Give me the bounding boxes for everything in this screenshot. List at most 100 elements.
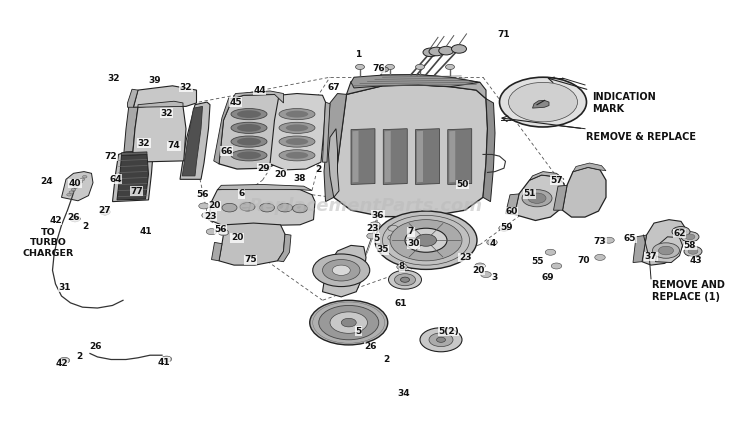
Circle shape: [676, 229, 686, 235]
Circle shape: [487, 239, 497, 245]
Text: 40: 40: [69, 179, 81, 188]
Circle shape: [509, 82, 578, 122]
Text: 24: 24: [40, 177, 53, 185]
Text: 61: 61: [394, 299, 406, 308]
Text: 65: 65: [624, 234, 636, 243]
Text: 2: 2: [76, 353, 82, 361]
Text: 7: 7: [408, 227, 414, 236]
Text: 73: 73: [594, 237, 606, 245]
Circle shape: [332, 265, 350, 275]
Circle shape: [388, 225, 398, 231]
Circle shape: [405, 228, 447, 252]
Text: 32: 32: [160, 109, 172, 118]
Circle shape: [528, 193, 546, 203]
Circle shape: [500, 77, 586, 127]
Ellipse shape: [231, 150, 267, 161]
Polygon shape: [416, 129, 440, 184]
Circle shape: [76, 183, 80, 186]
Text: 77: 77: [130, 187, 142, 196]
Polygon shape: [448, 129, 472, 184]
Circle shape: [78, 181, 82, 183]
Text: 29: 29: [258, 164, 270, 172]
Circle shape: [685, 234, 695, 240]
Circle shape: [551, 263, 562, 269]
Ellipse shape: [279, 122, 315, 133]
Circle shape: [688, 248, 698, 254]
Text: 2: 2: [315, 166, 321, 174]
Text: 66: 66: [220, 147, 232, 155]
Text: 69: 69: [542, 274, 554, 282]
Text: 2: 2: [383, 355, 389, 364]
Text: 67: 67: [328, 84, 340, 92]
Polygon shape: [417, 131, 423, 182]
Circle shape: [420, 328, 462, 352]
Text: 1: 1: [356, 51, 362, 59]
Text: REMOVE & REPLACE: REMOVE & REPLACE: [586, 132, 697, 142]
Text: 34: 34: [398, 390, 410, 398]
Polygon shape: [214, 98, 232, 164]
Text: 26: 26: [364, 342, 376, 351]
Polygon shape: [217, 184, 312, 190]
Text: 74: 74: [168, 142, 180, 150]
Circle shape: [375, 211, 477, 269]
Polygon shape: [211, 242, 222, 261]
Circle shape: [604, 237, 614, 243]
Polygon shape: [656, 237, 682, 263]
Text: 62: 62: [674, 229, 686, 238]
Circle shape: [652, 243, 680, 258]
Circle shape: [330, 312, 368, 333]
Polygon shape: [278, 234, 291, 262]
Text: 70: 70: [578, 257, 590, 265]
Text: 41: 41: [158, 358, 170, 366]
Text: 32: 32: [138, 139, 150, 148]
Text: TO
TURBO
CHARGER: TO TURBO CHARGER: [22, 228, 74, 258]
Text: REMOVE AND
REPLACE (1): REMOVE AND REPLACE (1): [652, 280, 725, 302]
Text: 20: 20: [472, 266, 484, 275]
Polygon shape: [122, 152, 147, 155]
Circle shape: [69, 191, 74, 193]
Text: 32: 32: [108, 74, 120, 82]
Circle shape: [394, 274, 416, 286]
Circle shape: [423, 48, 438, 57]
Circle shape: [313, 254, 370, 287]
Polygon shape: [132, 104, 186, 162]
Text: 43: 43: [690, 257, 702, 265]
Circle shape: [406, 230, 416, 236]
Circle shape: [672, 227, 690, 237]
Polygon shape: [506, 194, 519, 214]
Polygon shape: [182, 106, 203, 176]
Circle shape: [681, 232, 699, 242]
Text: 56: 56: [196, 190, 208, 199]
Polygon shape: [351, 129, 375, 184]
Ellipse shape: [279, 136, 315, 147]
Ellipse shape: [231, 136, 267, 147]
Ellipse shape: [279, 109, 315, 120]
Circle shape: [80, 178, 85, 181]
Text: 6: 6: [238, 190, 244, 198]
Circle shape: [386, 64, 394, 69]
Polygon shape: [123, 104, 138, 163]
Polygon shape: [180, 102, 210, 179]
Text: 57: 57: [550, 176, 562, 184]
Text: 5: 5: [356, 327, 362, 335]
Text: 51: 51: [524, 190, 536, 198]
Text: 20: 20: [231, 233, 243, 242]
Polygon shape: [322, 102, 330, 162]
Text: 4: 4: [490, 239, 496, 248]
Ellipse shape: [237, 124, 261, 132]
Circle shape: [260, 203, 274, 212]
Ellipse shape: [231, 109, 267, 120]
Ellipse shape: [286, 152, 308, 159]
Text: 76: 76: [373, 64, 385, 73]
Text: 39: 39: [148, 76, 160, 85]
Circle shape: [429, 47, 444, 56]
Polygon shape: [112, 151, 153, 202]
Text: 31: 31: [58, 283, 70, 292]
Text: eReplacementParts.com: eReplacementParts.com: [238, 197, 482, 215]
Polygon shape: [270, 94, 326, 170]
Text: 23: 23: [367, 224, 379, 233]
Circle shape: [475, 263, 485, 269]
Circle shape: [499, 225, 509, 231]
Polygon shape: [128, 89, 138, 107]
Circle shape: [397, 264, 407, 270]
